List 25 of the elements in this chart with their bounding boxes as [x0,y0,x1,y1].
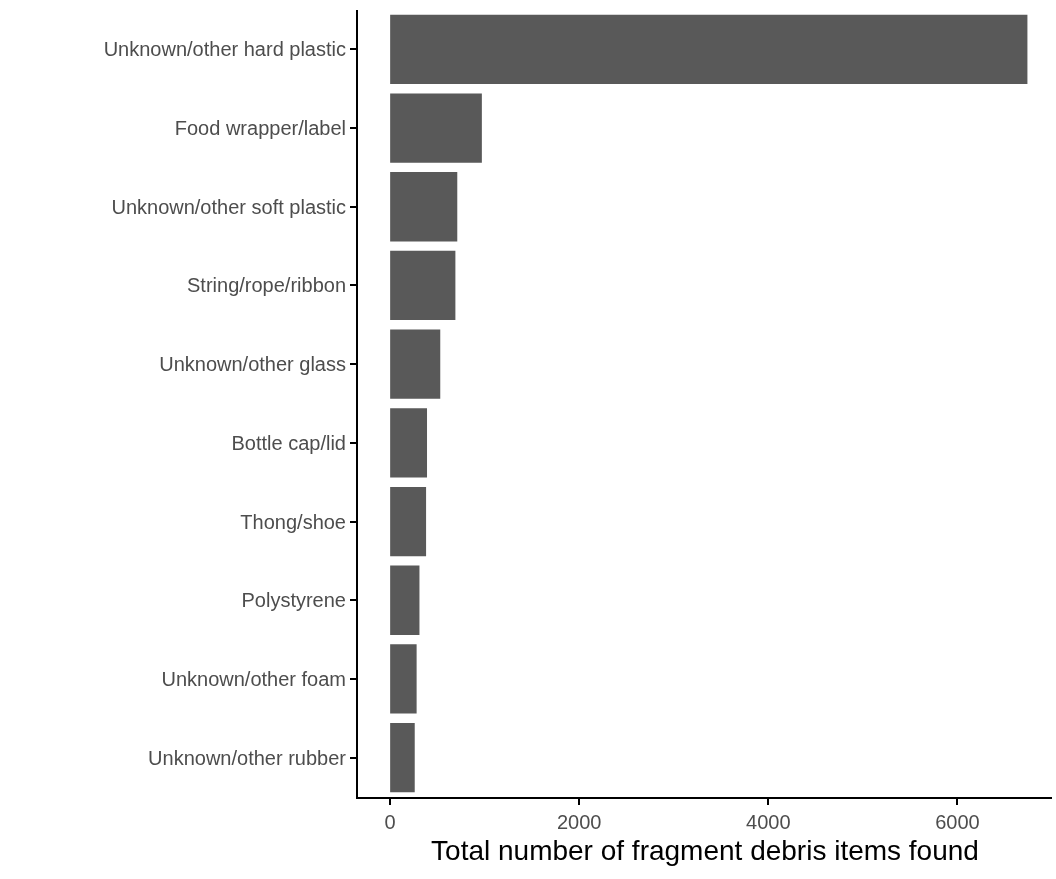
y-tick-label: Unknown/other hard plastic [103,38,346,61]
x-axis-title: Total number of fragment debris items found [431,834,979,866]
y-tick-label: Unknown/other foam [161,667,346,690]
y-tick-label: Unknown/other glass [159,353,346,376]
bar [390,565,420,635]
x-tick-label: 2000 [557,811,602,833]
x-tick-label: 4000 [746,811,791,833]
y-tick-label: Bottle cap/lid [231,431,346,454]
y-tick-label: Food wrapper/label [174,117,346,140]
bar [390,14,1028,84]
bar [390,408,428,478]
x-tick-label: 0 [384,811,396,833]
bar [390,93,482,163]
bar [390,172,458,242]
y-tick-label: Unknown/other soft plastic [111,195,346,218]
y-tick-label: Polystyrene [241,589,346,612]
bar [390,723,415,793]
bar [390,486,427,557]
bar [390,329,441,399]
bar [390,250,456,321]
y-tick-label: Thong/shoe [240,510,346,533]
x-tick-label: 6000 [935,811,980,833]
bar [390,644,417,714]
y-tick-label: String/rope/ribbon [187,274,346,297]
y-tick-label: Unknown/other rubber [148,746,347,769]
